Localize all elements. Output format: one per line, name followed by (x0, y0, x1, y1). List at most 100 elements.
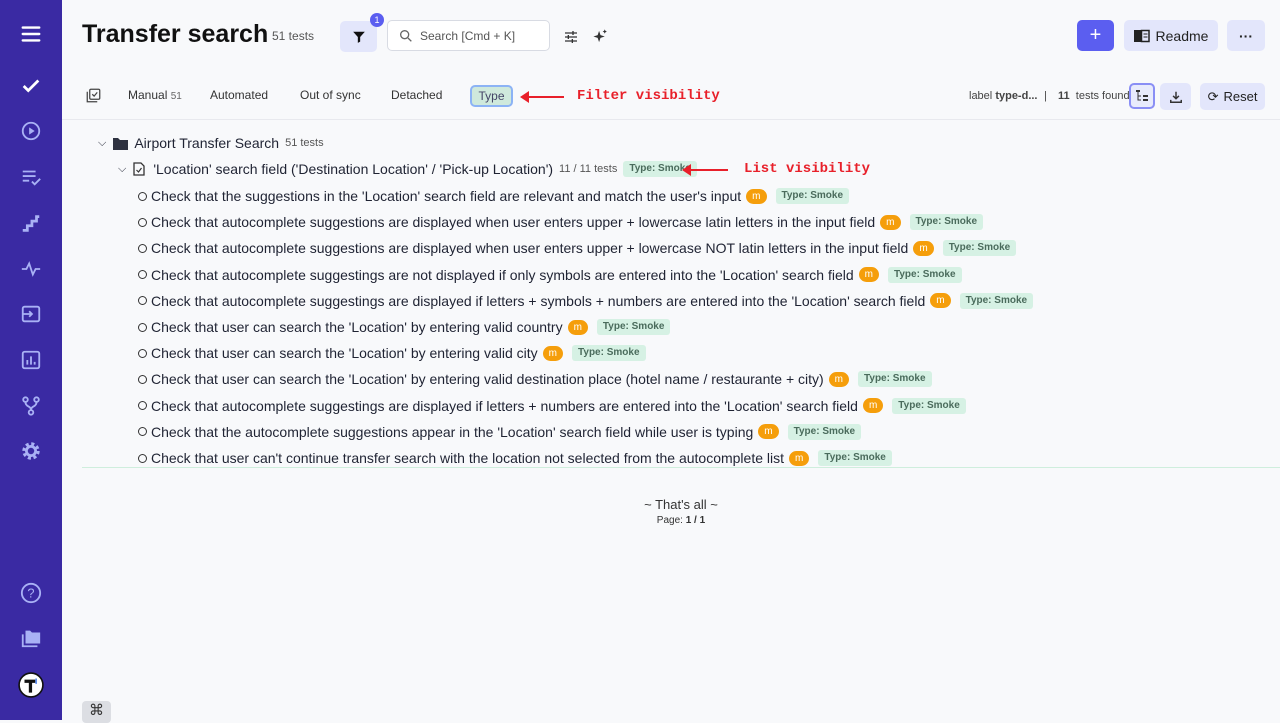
manual-badge: m (913, 240, 934, 256)
manual-badge: m (930, 293, 951, 309)
header-divider (62, 119, 1280, 120)
test-tag: Type: Smoke (596, 319, 671, 335)
readme-button[interactable]: Readme (1124, 20, 1218, 51)
tab-manual-count: 51 (170, 91, 182, 102)
test-row[interactable]: Check that the autocomplete suggestions … (138, 422, 862, 442)
analytics-icon[interactable] (15, 344, 47, 376)
test-row[interactable]: Check that user can search the 'Location… (138, 343, 646, 363)
chevron-down-icon[interactable]: ⌵ (118, 162, 127, 175)
pulse-icon[interactable] (15, 253, 47, 285)
group-row[interactable]: ⌵ 'Location' search field ('Destination … (118, 159, 697, 179)
sidebar: ? (0, 0, 62, 720)
tab-type-filter[interactable]: Type (470, 85, 513, 107)
test-row[interactable]: Check that user can search the 'Location… (138, 369, 932, 389)
annotation-filter-visibility: Filter visibility (577, 88, 720, 104)
runs-play-icon[interactable] (15, 115, 47, 147)
tests-check-icon[interactable] (15, 70, 47, 102)
manual-badge: m (828, 371, 850, 387)
tab-out-of-sync[interactable]: Out of sync (300, 88, 361, 102)
filter-button[interactable] (340, 21, 377, 52)
refresh-icon: ⟳ (1207, 88, 1219, 104)
test-tag: Type: Smoke (572, 345, 646, 362)
tree-view-toggle[interactable] (1129, 83, 1155, 109)
group-name: 'Location' search field ('Destination Lo… (153, 161, 554, 177)
chevron-down-icon[interactable]: ⌵ (98, 136, 107, 149)
manual-badge: m (758, 424, 779, 440)
manual-badge: m (858, 267, 879, 283)
ai-sparkle-icon[interactable] (592, 28, 609, 45)
found-label: tests found (1075, 90, 1130, 102)
test-title: Check that user can search the 'Location… (151, 345, 538, 362)
test-tag: Type: Smoke (858, 371, 932, 388)
page-label: Page: (656, 515, 683, 526)
plans-list-icon[interactable] (15, 161, 47, 193)
test-row[interactable]: Check that autocomplete suggestings are … (138, 396, 966, 416)
test-row[interactable]: Check that user can search the 'Location… (138, 317, 671, 337)
suite-count: 51 tests (285, 137, 324, 149)
readme-label: Readme (1155, 27, 1209, 44)
export-button[interactable] (1160, 83, 1191, 110)
checklist-file-icon (133, 162, 145, 176)
help-icon[interactable]: ? (15, 577, 47, 609)
test-title: Check that the autocomplete suggestions … (151, 423, 754, 440)
test-row[interactable]: Check that autocomplete suggestions are … (138, 238, 1017, 258)
status-circle-icon (138, 191, 147, 201)
test-row[interactable]: Check that autocomplete suggestings are … (138, 265, 962, 285)
status-circle-icon (138, 401, 147, 411)
steps-icon[interactable] (15, 207, 47, 239)
suite-row[interactable]: ⌵ Airport Transfer Search 51 tests (98, 133, 324, 153)
tree-view-icon (1136, 90, 1148, 101)
import-icon[interactable] (15, 298, 47, 330)
select-all-icon[interactable] (86, 88, 101, 103)
tests-found: 11 tests found (1058, 90, 1130, 102)
search-icon (400, 29, 412, 42)
test-row[interactable]: Check that autocomplete suggestions are … (138, 212, 983, 232)
status-circle-icon (138, 296, 147, 306)
label-prefix: label (969, 90, 993, 102)
test-title: Check that autocomplete suggestings are … (151, 397, 858, 414)
end-of-list: ~ That's all ~ (644, 497, 718, 512)
suite-name: Airport Transfer Search (134, 135, 280, 151)
filter-icon (352, 31, 365, 43)
status-circle-icon (138, 270, 147, 280)
status-circle-icon (138, 217, 147, 227)
test-tag: Type: Smoke (909, 214, 983, 231)
manual-badge: m (862, 398, 884, 414)
test-title: Check that autocomplete suggestings are … (151, 266, 854, 283)
status-circle-icon (138, 374, 147, 384)
pagination: Page: 1 / 1 (0, 515, 1280, 526)
sliders-icon[interactable] (563, 29, 579, 45)
reset-button[interactable]: ⟳ Reset (1200, 83, 1265, 110)
manual-badge: m (880, 214, 901, 230)
page-title: Transfer search (82, 20, 269, 48)
gear-icon[interactable] (15, 435, 47, 467)
test-row[interactable]: Check that autocomplete suggestings are … (138, 291, 1034, 311)
tab-manual[interactable]: Manual 51 (128, 88, 182, 102)
test-row[interactable]: Check that user can't continue transfer … (138, 448, 892, 468)
test-row[interactable]: Check that the suggestions in the 'Locat… (138, 186, 849, 206)
tab-automated[interactable]: Automated (210, 88, 269, 102)
filter-count-badge: 1 (370, 13, 384, 27)
menu-icon[interactable] (15, 18, 47, 50)
test-tag: Type: Smoke (892, 397, 966, 414)
user-avatar[interactable] (15, 669, 47, 701)
branch-icon[interactable] (15, 390, 47, 422)
tab-detached[interactable]: Detached (391, 88, 443, 102)
search-placeholder: Search [Cmd + K] (420, 28, 516, 43)
more-options-button[interactable]: ··· (1227, 20, 1265, 51)
status-circle-icon (138, 322, 147, 332)
manual-badge: m (789, 450, 810, 466)
status-circle-icon (138, 243, 147, 253)
add-button[interactable]: + (1077, 20, 1114, 51)
label-filter-info: label type-d... (969, 90, 1037, 102)
manual-badge: m (567, 319, 588, 335)
manual-badge: m (542, 345, 564, 361)
command-palette-button[interactable]: ⌘ (82, 701, 111, 723)
projects-folder-icon[interactable] (15, 622, 47, 654)
search-input[interactable]: Search [Cmd + K] (387, 20, 550, 51)
label-value: type-d... (995, 90, 1038, 102)
svg-text:?: ? (27, 586, 34, 601)
test-tag: Type: Smoke (775, 188, 849, 204)
download-icon (1169, 91, 1182, 103)
test-tag: Type: Smoke (818, 450, 892, 466)
